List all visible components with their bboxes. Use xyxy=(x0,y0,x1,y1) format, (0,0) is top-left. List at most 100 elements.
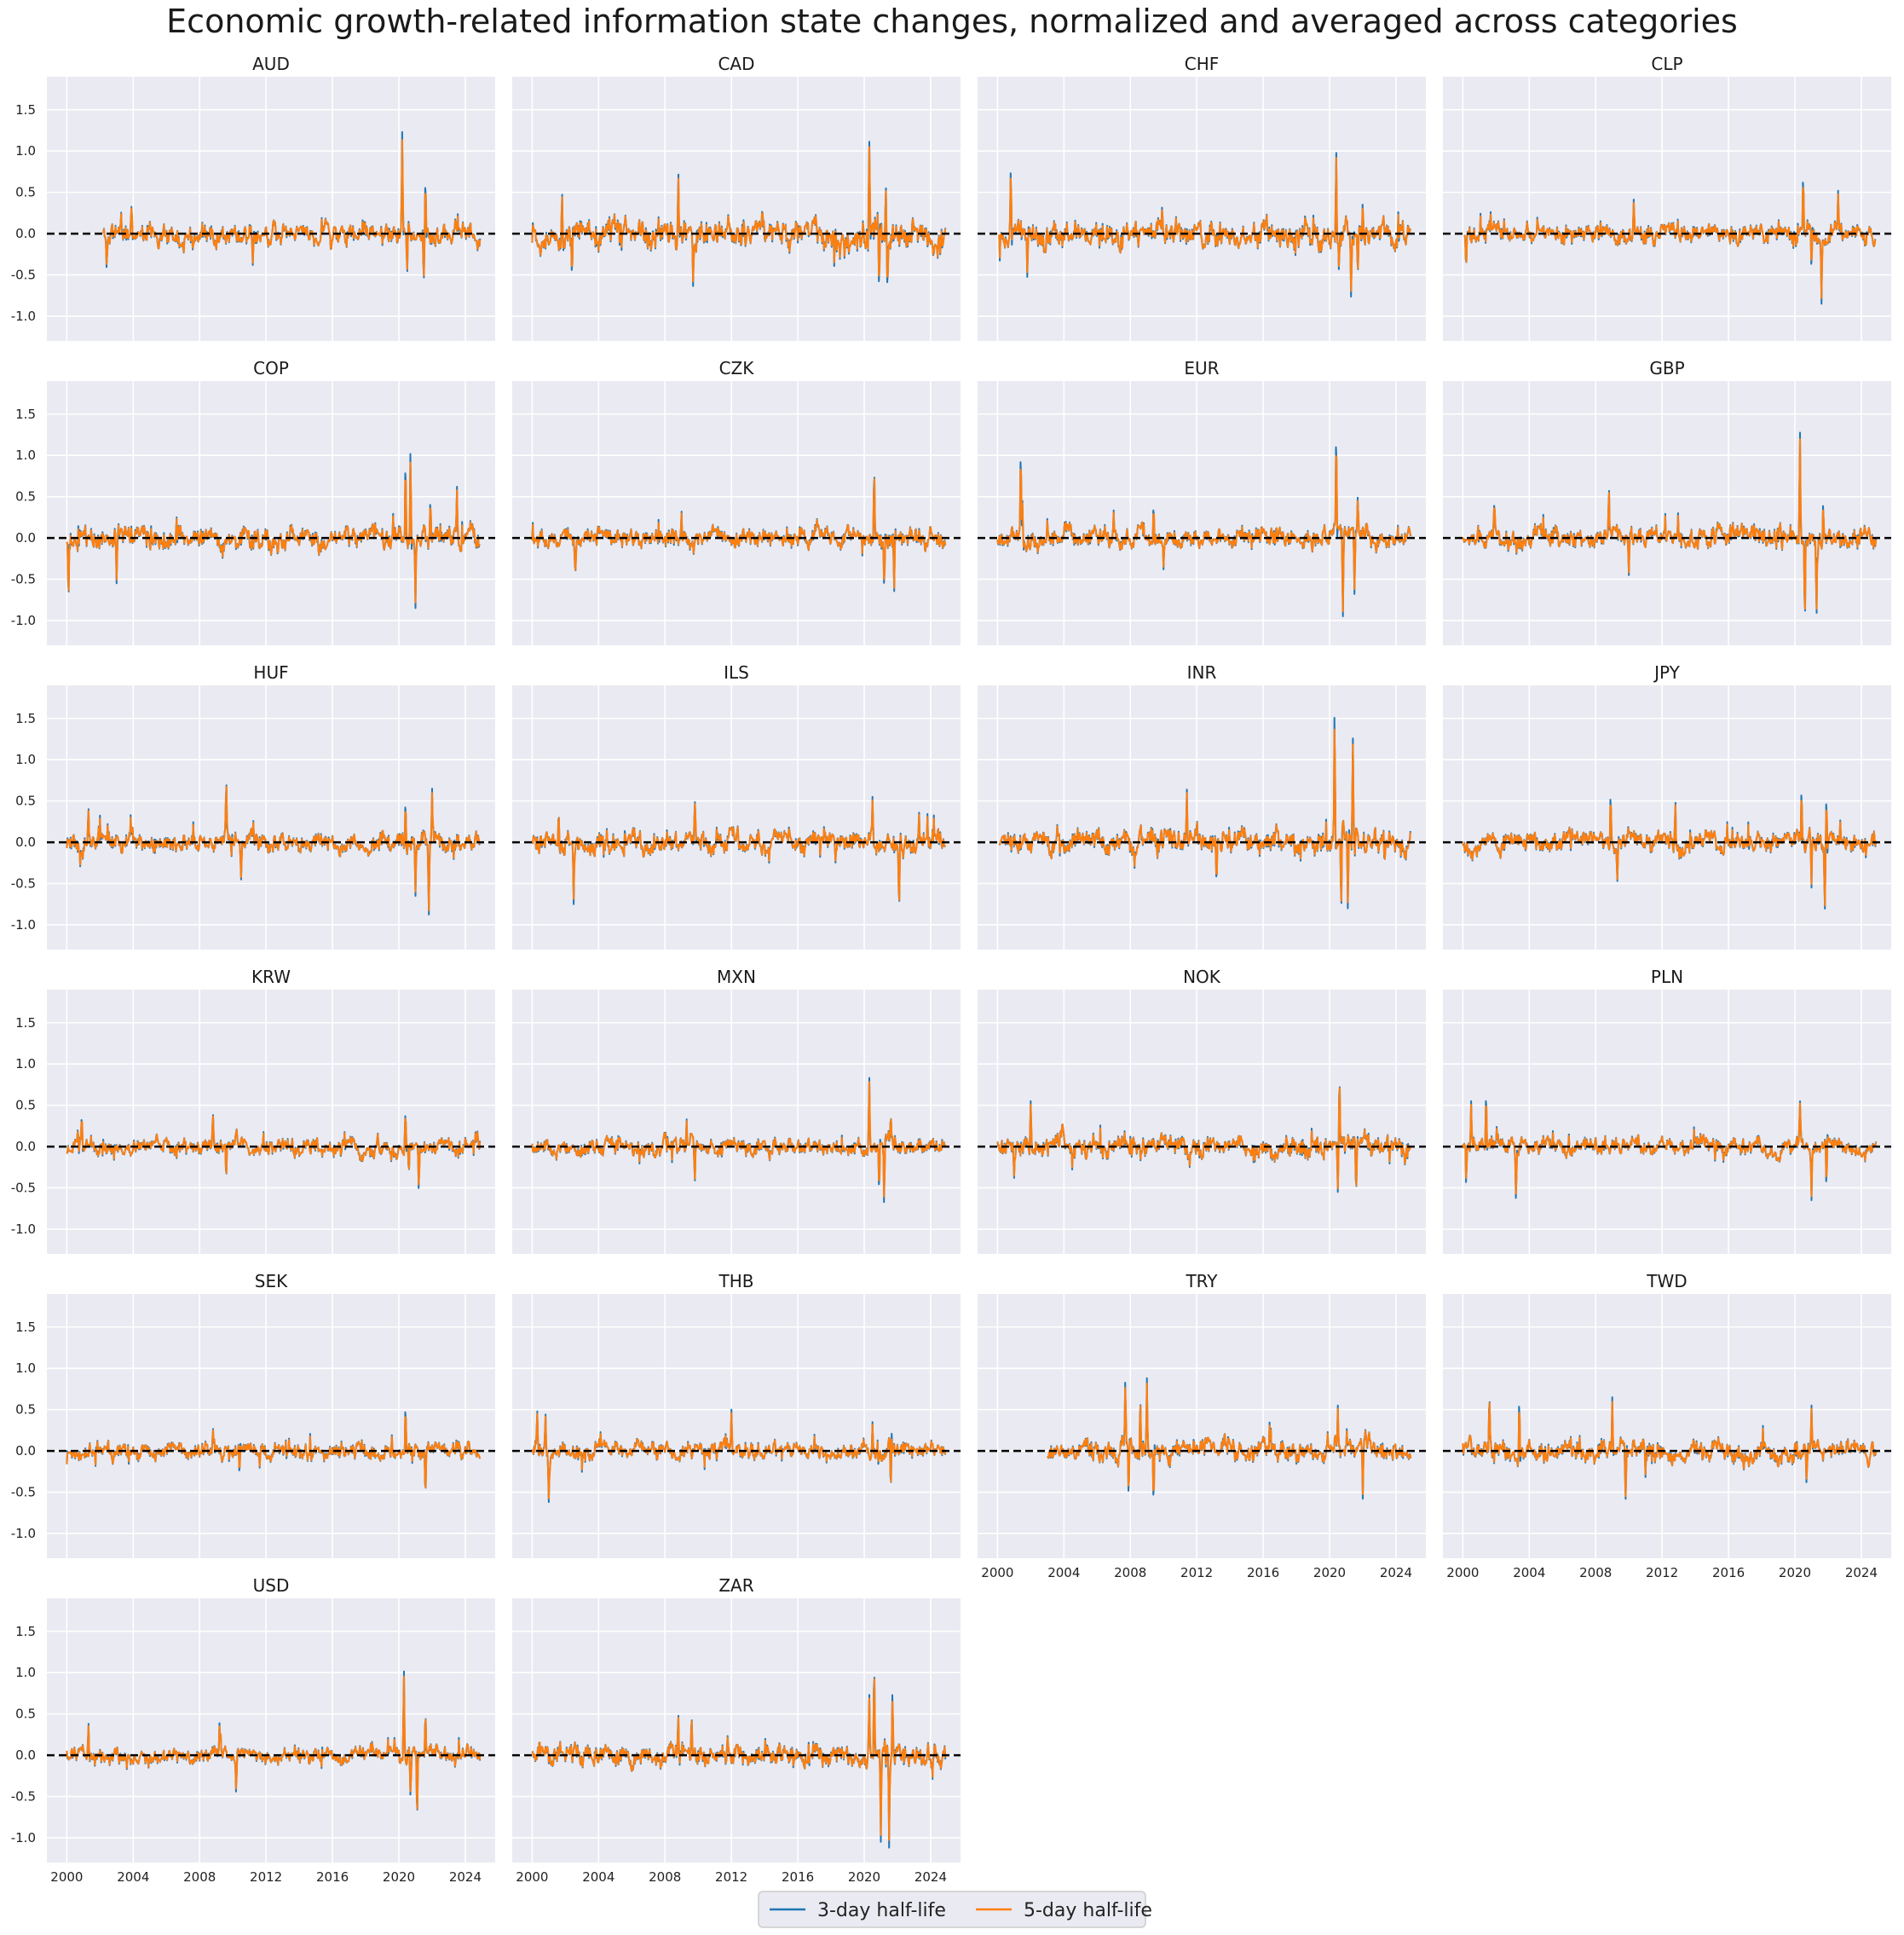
y-tick-label: 1.5 xyxy=(15,711,36,726)
x-tick-label: 2008 xyxy=(649,1869,681,1885)
y-tick-label: 0.0 xyxy=(15,1443,36,1458)
y-tick-label: 1.0 xyxy=(15,752,36,767)
panel-cop: COP -1.0 -0.5 0.0 0.5 1.0 1.5 xyxy=(11,358,495,645)
y-tick-label: 0.5 xyxy=(15,185,36,200)
x-tick-label: 2016 xyxy=(782,1869,814,1885)
panel-title: USD xyxy=(253,1575,290,1596)
y-tick-label: 1.5 xyxy=(15,1624,36,1639)
plot-area xyxy=(978,685,1426,950)
series-5-day-half-life xyxy=(531,1678,947,1841)
panel-title: JPY xyxy=(1653,662,1681,683)
y-tick-label: 1.5 xyxy=(15,102,36,118)
x-tick-label: 2012 xyxy=(250,1869,282,1885)
panel-clp: CLP xyxy=(1443,54,1891,341)
x-tick-label: 2000 xyxy=(981,1565,1013,1580)
plot-area xyxy=(47,1294,495,1558)
y-tick-label: 0.5 xyxy=(15,489,36,505)
x-tick-label: 2008 xyxy=(1114,1565,1146,1580)
x-tick-label: 2004 xyxy=(582,1869,614,1885)
panel-sek: SEK -1.0 -0.5 0.0 0.5 1.0 1.5 xyxy=(11,1271,495,1558)
panel-cad: CAD xyxy=(512,54,961,341)
y-tick-label: -1.0 xyxy=(11,1222,36,1237)
plot-area xyxy=(512,1294,961,1558)
panel-try: TRY 2000 2004 2008 2012 2016 2020 2024 xyxy=(978,1271,1426,1580)
y-tick-label: -1.0 xyxy=(11,917,36,933)
panel-title: EUR xyxy=(1184,358,1219,378)
plot-area xyxy=(978,1294,1426,1558)
panel-chf: CHF xyxy=(978,54,1426,341)
series-5-day-half-life xyxy=(1463,187,1877,299)
series-5-day-half-life xyxy=(531,146,947,283)
series-5-day-half-life xyxy=(1462,438,1878,610)
y-tick-label: 0.0 xyxy=(15,1139,36,1154)
x-tick-label: 2020 xyxy=(848,1869,880,1885)
panel-jpy: JPY xyxy=(1443,662,1891,950)
y-tick-label: -0.5 xyxy=(11,268,36,283)
legend: 3-day half-life 5-day half-life xyxy=(758,1891,1152,1928)
plot-area xyxy=(47,381,495,645)
plot-area xyxy=(512,77,961,341)
panel-aud: AUD -1.0 -0.5 0.0 0.5 1.0 1.5 xyxy=(11,54,495,341)
x-tick-label: 2016 xyxy=(1247,1565,1279,1580)
legend-label-3day: 3-day half-life xyxy=(817,1900,946,1921)
x-tick-label: 2020 xyxy=(1313,1565,1346,1580)
panel-usd: USD -1.0 -0.5 0.0 0.5 1.0 1.5 2000 2004 2008 2012 2… xyxy=(11,1575,495,1885)
series-5-day-half-life xyxy=(998,728,1411,904)
y-tick-label: 0.5 xyxy=(15,794,36,809)
y-tick-label: 1.0 xyxy=(15,1056,36,1071)
series-5-day-half-life xyxy=(66,1675,482,1810)
panel-gbp: GBP xyxy=(1443,358,1891,645)
plot-area xyxy=(512,990,961,1254)
panel-title: CHF xyxy=(1185,54,1220,74)
x-tick-label: 2016 xyxy=(316,1869,349,1885)
panel-title: COP xyxy=(253,358,289,378)
series-5-day-half-life xyxy=(996,1087,1411,1190)
y-tick-label: 1.5 xyxy=(15,1320,36,1335)
panel-title: CAD xyxy=(718,54,754,74)
y-tick-label: 0.0 xyxy=(15,226,36,241)
x-tick-label: 2012 xyxy=(1180,1565,1213,1580)
y-tick-label: 1.0 xyxy=(15,143,36,159)
panel-title: THB xyxy=(718,1271,754,1291)
series-5-day-half-life xyxy=(1047,1383,1412,1495)
series-5-day-half-life xyxy=(66,785,481,911)
panel-title: TRY xyxy=(1185,1271,1218,1291)
plot-area xyxy=(978,381,1426,645)
series-5-day-half-life xyxy=(531,799,947,901)
panel-title: HUF xyxy=(253,662,288,683)
x-tick-label: 2004 xyxy=(117,1869,149,1885)
x-tick-label: 2020 xyxy=(1779,1565,1811,1580)
panel-title: MXN xyxy=(717,967,756,987)
x-tick-label: 2024 xyxy=(449,1869,482,1885)
panel-thb: THB xyxy=(512,1271,961,1558)
series-5-day-half-life xyxy=(66,461,481,604)
y-tick-label: 0.5 xyxy=(15,1402,36,1418)
panels-grid: AUD -1.0 -0.5 0.0 0.5 1.0 1.5 CAD CHF CLP COP -1.0 -… xyxy=(11,54,1891,1885)
y-tick-label: 0.5 xyxy=(15,1098,36,1113)
y-tick-label: 1.0 xyxy=(15,448,36,463)
y-tick-label: -0.5 xyxy=(11,572,36,587)
panel-title: AUD xyxy=(252,54,290,74)
panel-krw: KRW -1.0 -0.5 0.0 0.5 1.0 1.5 xyxy=(11,967,495,1254)
panel-title: KRW xyxy=(251,967,291,987)
series-5-day-half-life xyxy=(1462,800,1878,907)
y-tick-label: -1.0 xyxy=(11,1526,36,1541)
panel-pln: PLN xyxy=(1443,967,1891,1254)
y-tick-label: 1.5 xyxy=(15,1015,36,1031)
legend-label-5day: 5-day half-life xyxy=(1024,1900,1152,1921)
series-5-day-half-life xyxy=(531,477,947,589)
legend-frame xyxy=(758,1891,1146,1928)
panel-title: ZAR xyxy=(718,1575,753,1596)
y-tick-label: -0.5 xyxy=(11,1789,36,1805)
panel-ils: ILS xyxy=(512,662,961,950)
plot-area xyxy=(978,77,1426,341)
x-tick-label: 2016 xyxy=(1712,1565,1745,1580)
panel-title: INR xyxy=(1187,662,1217,683)
series-5-day-half-life xyxy=(531,1081,946,1198)
plot-area xyxy=(1443,77,1891,341)
plot-area xyxy=(47,1598,495,1863)
x-tick-label: 2000 xyxy=(1446,1565,1479,1580)
plot-area xyxy=(47,685,495,950)
panel-twd: TWD 2000 2004 2008 2012 2016 2020 2024 xyxy=(1443,1271,1891,1580)
